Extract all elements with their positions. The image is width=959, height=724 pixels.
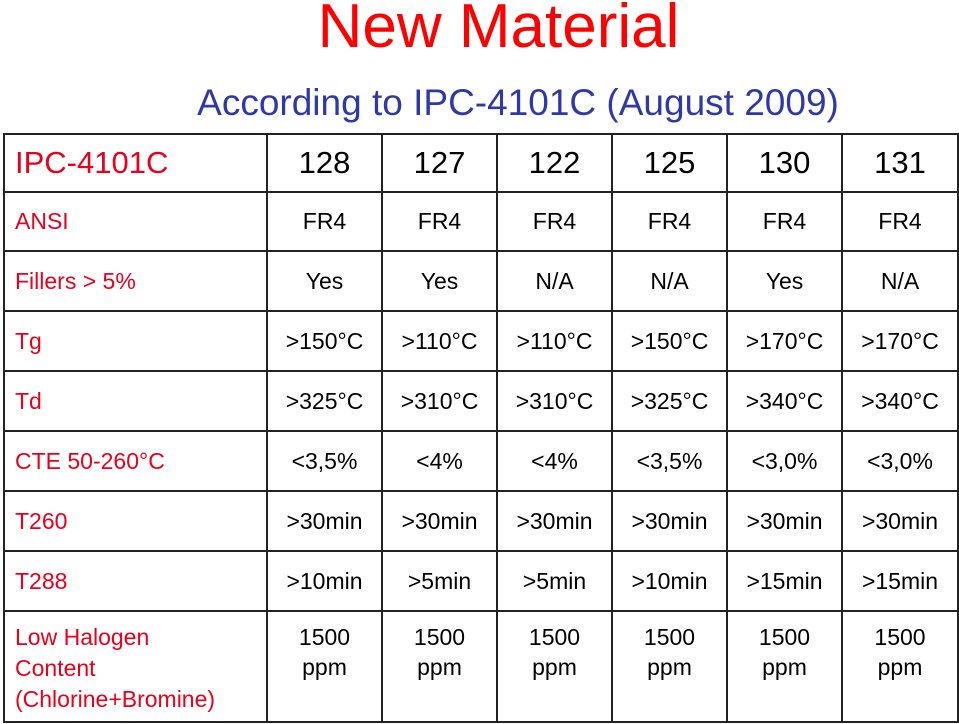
cell-unit: ppm xyxy=(647,654,692,680)
table-cell: 1500 ppm xyxy=(266,610,383,723)
table-cell: FR4 xyxy=(266,191,383,252)
table-cell: >110°C xyxy=(381,310,498,372)
header-label: IPC-4101C xyxy=(3,133,268,193)
table-row: CTE 50-260°C <3,5% <4% <4% <3,5% <3,0% <… xyxy=(3,430,959,492)
table-cell: >325°C xyxy=(266,370,383,432)
table-cell: >325°C xyxy=(611,370,728,432)
table-cell: >340°C xyxy=(726,370,843,432)
table-cell: <4% xyxy=(496,430,613,492)
table-cell: N/A xyxy=(611,250,728,312)
table-cell: Yes xyxy=(726,250,843,312)
row-label-line: Content xyxy=(15,655,96,681)
table-cell: FR4 xyxy=(381,191,498,252)
material-spec-table: IPC-4101C 128 127 122 125 130 131 ANSI F… xyxy=(3,133,959,723)
cell-value: 1500 xyxy=(298,624,351,650)
table-cell: 1500 ppm xyxy=(611,610,728,723)
row-label: Tg xyxy=(3,310,268,372)
cell-unit: ppm xyxy=(302,654,347,680)
cell-value: 1500 xyxy=(643,624,696,650)
table-cell: >5min xyxy=(381,550,498,612)
table-row-low-halogen: Low Halogen Content (Chlorine+Bromine) 1… xyxy=(3,610,959,723)
table-cell: 1500 ppm xyxy=(381,610,498,723)
table-row: T288 >10min >5min >5min >10min >15min >1… xyxy=(3,550,959,612)
table-cell: >110°C xyxy=(496,310,613,372)
header-cell: 130 xyxy=(726,133,843,193)
cell-value: 1500 xyxy=(528,624,581,650)
cell-value: 1500 xyxy=(413,624,466,650)
table-cell: >30min xyxy=(726,490,843,552)
cell-unit: ppm xyxy=(417,654,462,680)
table-cell: >30min xyxy=(841,490,959,552)
row-label: ANSI xyxy=(3,191,268,252)
cell-unit: ppm xyxy=(532,654,577,680)
row-label: Fillers > 5% xyxy=(3,250,268,312)
table-cell: >15min xyxy=(726,550,843,612)
row-label: CTE 50-260°C xyxy=(3,430,268,492)
table-cell: <3,0% xyxy=(841,430,959,492)
table-cell: <3,0% xyxy=(726,430,843,492)
cell-unit: ppm xyxy=(762,654,807,680)
table-cell: FR4 xyxy=(496,191,613,252)
table-row: Fillers > 5% Yes Yes N/A N/A Yes N/A xyxy=(3,250,959,312)
row-label: T288 xyxy=(3,550,268,612)
table-cell: >30min xyxy=(381,490,498,552)
table-cell: >10min xyxy=(266,550,383,612)
table-cell: FR4 xyxy=(726,191,843,252)
table-cell: >10min xyxy=(611,550,728,612)
table-row: Tg >150°C >110°C >110°C >150°C >170°C >1… xyxy=(3,310,959,372)
table-cell: >30min xyxy=(496,490,613,552)
table-cell: Yes xyxy=(266,250,383,312)
header-cell: 122 xyxy=(496,133,613,193)
table-row: ANSI FR4 FR4 FR4 FR4 FR4 FR4 xyxy=(3,191,959,252)
table-cell: 1500 ppm xyxy=(841,610,959,723)
table-cell: >30min xyxy=(611,490,728,552)
header-cell: 131 xyxy=(841,133,959,193)
table-cell: <3,5% xyxy=(266,430,383,492)
table-cell: >15min xyxy=(841,550,959,612)
table-header-row: IPC-4101C 128 127 122 125 130 131 xyxy=(3,133,959,193)
cell-unit: ppm xyxy=(877,654,923,680)
table-cell: >340°C xyxy=(841,370,959,432)
page-title: New Material xyxy=(317,0,680,61)
table-cell: >150°C xyxy=(266,310,383,372)
table-cell: <3,5% xyxy=(611,430,728,492)
row-label-line: (Chlorine+Bromine) xyxy=(15,686,216,712)
table-cell: >170°C xyxy=(841,310,959,372)
table-cell: Yes xyxy=(381,250,498,312)
header-cell: 128 xyxy=(266,133,383,193)
row-label: Td xyxy=(3,370,268,432)
table-row: T260 >30min >30min >30min >30min >30min … xyxy=(3,490,959,552)
row-label: T260 xyxy=(3,490,268,552)
table-cell: N/A xyxy=(496,250,613,312)
table-cell: N/A xyxy=(841,250,959,312)
cell-value: 1500 xyxy=(758,624,811,650)
table-cell: >30min xyxy=(266,490,383,552)
table-cell: FR4 xyxy=(611,191,728,252)
row-label: Low Halogen Content (Chlorine+Bromine) xyxy=(3,610,268,723)
table-row: Td >325°C >310°C >310°C >325°C >340°C >3… xyxy=(3,370,959,432)
header-cell: 125 xyxy=(611,133,728,193)
table-cell: FR4 xyxy=(841,191,959,252)
table-cell: >310°C xyxy=(496,370,613,432)
row-label-line: Low Halogen xyxy=(15,624,150,650)
page-subtitle: According to IPC-4101C (August 2009) xyxy=(197,82,839,123)
header-cell: 127 xyxy=(381,133,498,193)
table-cell: >5min xyxy=(496,550,613,612)
table-cell: >150°C xyxy=(611,310,728,372)
table-cell: <4% xyxy=(381,430,498,492)
cell-value: 1500 xyxy=(874,624,926,650)
table-cell: 1500 ppm xyxy=(726,610,843,723)
table-cell: >170°C xyxy=(726,310,843,372)
table-cell: >310°C xyxy=(381,370,498,432)
table-cell: 1500 ppm xyxy=(496,610,613,723)
